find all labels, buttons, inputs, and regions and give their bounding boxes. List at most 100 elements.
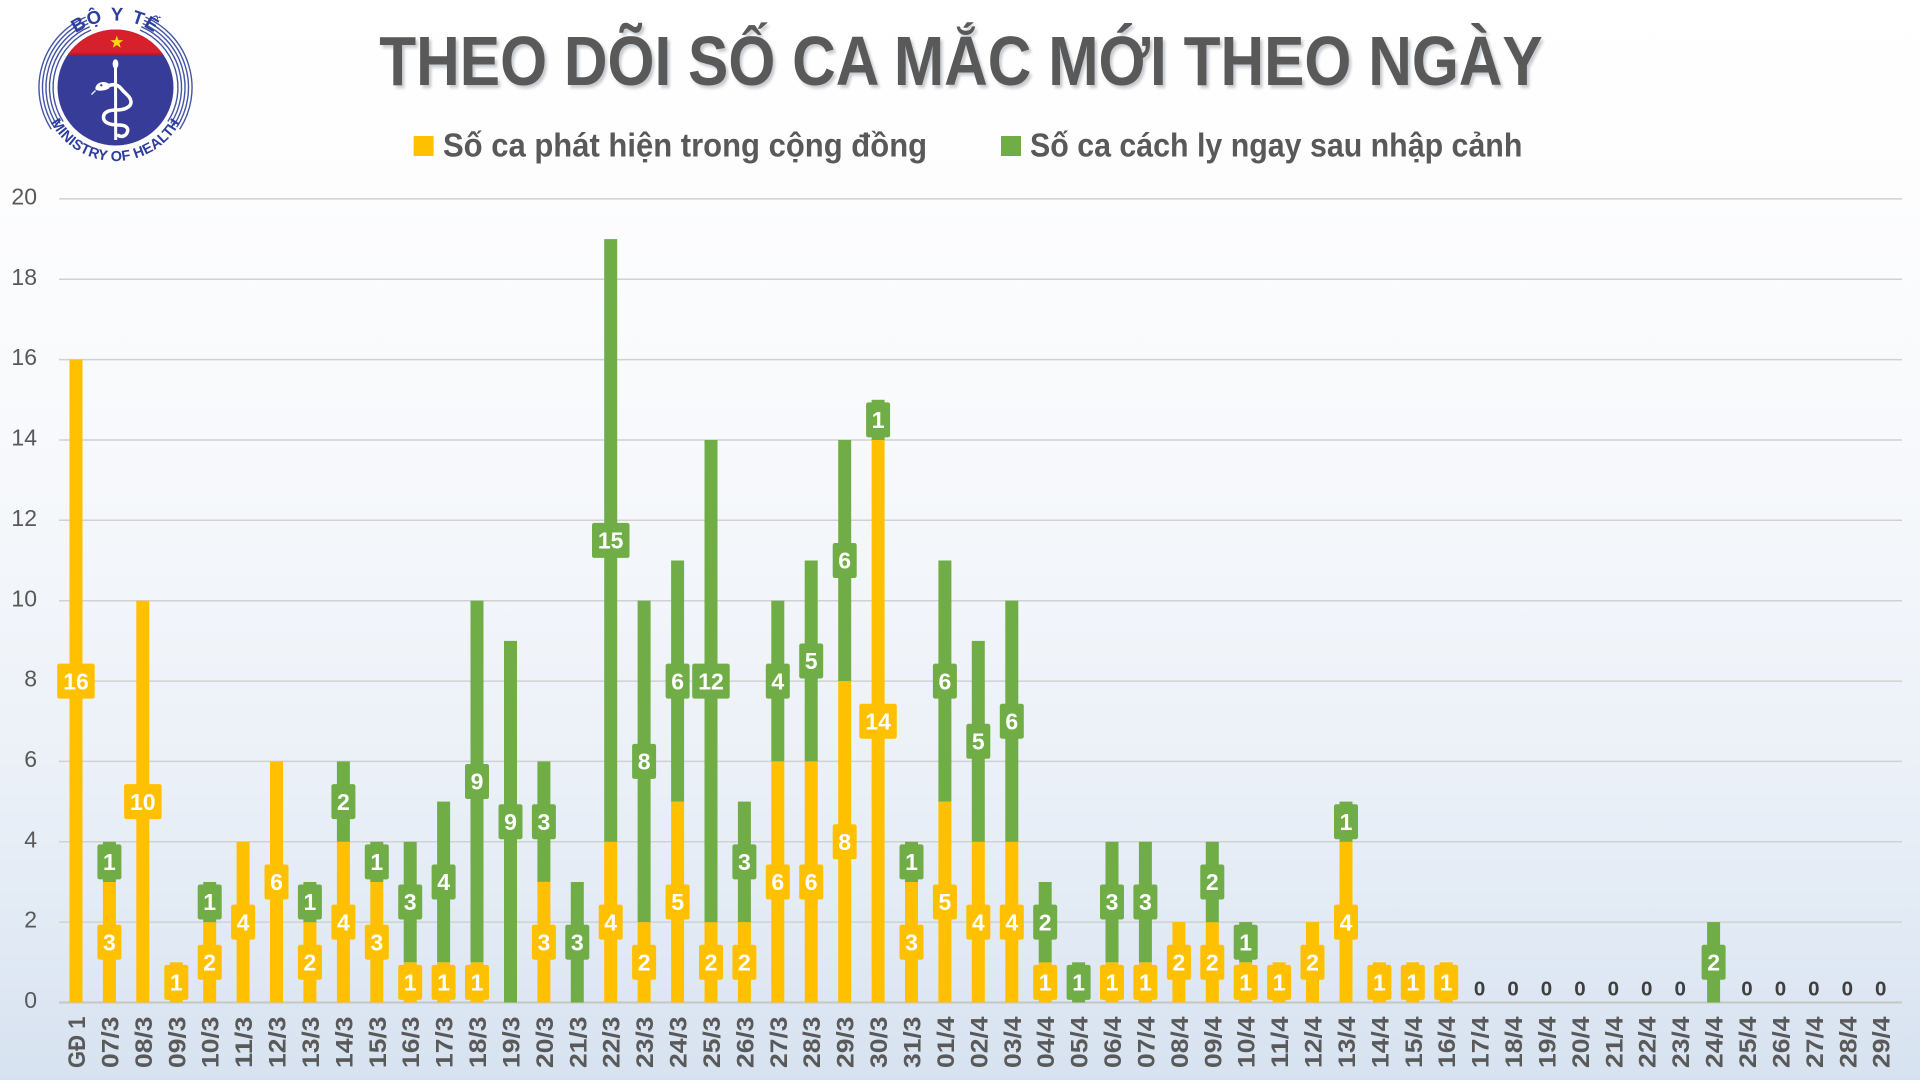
svg-text:18: 18 — [11, 264, 37, 290]
svg-text:10: 10 — [130, 789, 156, 815]
svg-text:19/4: 19/4 — [1535, 1016, 1562, 1068]
svg-text:2: 2 — [1173, 950, 1186, 976]
svg-text:1: 1 — [370, 849, 383, 875]
svg-text:2: 2 — [638, 950, 651, 976]
svg-text:9: 9 — [504, 809, 517, 835]
svg-text:22/3: 22/3 — [599, 1017, 626, 1069]
svg-text:2: 2 — [304, 950, 317, 976]
svg-text:GĐ 1: GĐ 1 — [64, 1017, 91, 1069]
svg-text:29/4: 29/4 — [1869, 1016, 1896, 1068]
svg-text:21/3: 21/3 — [565, 1017, 592, 1069]
svg-text:Số ca cách ly ngay sau nhập cả: Số ca cách ly ngay sau nhập cảnh — [1030, 126, 1522, 163]
svg-text:0: 0 — [1641, 978, 1652, 1001]
svg-text:1: 1 — [404, 970, 417, 996]
svg-text:1: 1 — [872, 407, 885, 433]
svg-text:16: 16 — [11, 344, 37, 370]
svg-text:2: 2 — [1039, 909, 1052, 935]
svg-text:6: 6 — [805, 869, 818, 895]
svg-text:16: 16 — [63, 668, 89, 694]
svg-text:0: 0 — [1741, 978, 1752, 1001]
svg-text:0: 0 — [1875, 978, 1886, 1001]
svg-text:8: 8 — [24, 666, 37, 692]
svg-text:13/4: 13/4 — [1334, 1016, 1361, 1068]
svg-text:0: 0 — [1474, 978, 1485, 1001]
svg-text:16/3: 16/3 — [398, 1017, 425, 1069]
svg-text:3: 3 — [538, 809, 551, 835]
svg-text:11/4: 11/4 — [1267, 1016, 1294, 1068]
svg-text:3: 3 — [103, 929, 116, 955]
svg-text:6: 6 — [24, 746, 37, 772]
svg-text:2: 2 — [1206, 950, 1219, 976]
svg-text:04/4: 04/4 — [1033, 1016, 1060, 1068]
svg-text:1: 1 — [905, 849, 918, 875]
svg-text:1: 1 — [1106, 970, 1119, 996]
svg-text:03/4: 03/4 — [1000, 1016, 1027, 1068]
svg-text:4: 4 — [1340, 909, 1353, 935]
svg-text:3: 3 — [571, 929, 584, 955]
svg-text:3: 3 — [1106, 889, 1119, 915]
svg-text:6: 6 — [838, 548, 851, 574]
svg-text:1: 1 — [1239, 929, 1252, 955]
svg-text:2: 2 — [1206, 869, 1219, 895]
svg-text:17/3: 17/3 — [432, 1017, 459, 1069]
svg-text:1: 1 — [1239, 970, 1252, 996]
svg-text:3: 3 — [404, 889, 417, 915]
svg-text:4: 4 — [972, 909, 985, 935]
svg-text:27/3: 27/3 — [766, 1017, 793, 1069]
svg-text:13/3: 13/3 — [298, 1017, 325, 1069]
svg-text:2: 2 — [1306, 950, 1319, 976]
svg-text:4: 4 — [24, 826, 37, 852]
svg-text:15/4: 15/4 — [1401, 1016, 1428, 1068]
svg-text:4: 4 — [437, 869, 450, 895]
svg-text:1: 1 — [1373, 970, 1386, 996]
svg-text:THEO DÕI SỐ CA MẮC MỚI THEO NG: THEO DÕI SỐ CA MẮC MỚI THEO NGÀY — [379, 22, 1542, 100]
svg-text:2: 2 — [705, 950, 718, 976]
svg-text:24/3: 24/3 — [666, 1017, 693, 1069]
svg-text:2: 2 — [24, 907, 37, 933]
svg-text:9: 9 — [471, 769, 484, 795]
svg-text:1: 1 — [1139, 970, 1152, 996]
svg-text:3: 3 — [370, 929, 383, 955]
svg-text:0: 0 — [1775, 978, 1786, 1001]
svg-text:0: 0 — [1574, 978, 1585, 1001]
svg-text:6: 6 — [270, 869, 283, 895]
svg-text:8: 8 — [638, 749, 651, 775]
svg-text:4: 4 — [771, 668, 784, 694]
svg-text:20/4: 20/4 — [1568, 1016, 1595, 1068]
svg-text:1: 1 — [203, 889, 216, 915]
svg-text:3: 3 — [738, 849, 751, 875]
svg-text:0: 0 — [1842, 978, 1853, 1001]
svg-text:08/3: 08/3 — [131, 1017, 158, 1069]
svg-text:29/3: 29/3 — [833, 1017, 860, 1069]
svg-text:0: 0 — [1507, 978, 1518, 1001]
svg-text:1: 1 — [1039, 970, 1052, 996]
svg-text:08/4: 08/4 — [1167, 1016, 1194, 1068]
svg-text:06/4: 06/4 — [1100, 1016, 1127, 1068]
svg-text:6: 6 — [939, 668, 952, 694]
svg-text:12/4: 12/4 — [1301, 1016, 1328, 1068]
svg-text:17/4: 17/4 — [1468, 1016, 1495, 1068]
svg-text:22/4: 22/4 — [1635, 1016, 1662, 1068]
svg-text:18/4: 18/4 — [1501, 1016, 1528, 1068]
svg-text:1: 1 — [103, 849, 116, 875]
svg-text:10: 10 — [11, 585, 37, 611]
svg-text:1: 1 — [437, 970, 450, 996]
svg-text:20/3: 20/3 — [532, 1017, 559, 1069]
svg-text:5: 5 — [939, 889, 952, 915]
svg-text:14/4: 14/4 — [1367, 1016, 1394, 1068]
svg-text:1: 1 — [1406, 970, 1419, 996]
svg-text:12/3: 12/3 — [265, 1017, 292, 1069]
svg-text:20: 20 — [11, 184, 37, 210]
svg-text:18/3: 18/3 — [465, 1017, 492, 1069]
svg-text:1: 1 — [1440, 970, 1453, 996]
svg-text:26/3: 26/3 — [732, 1017, 759, 1069]
svg-text:4: 4 — [604, 909, 617, 935]
svg-text:2: 2 — [203, 950, 216, 976]
svg-text:0: 0 — [1541, 978, 1552, 1001]
svg-text:1: 1 — [1340, 809, 1353, 835]
svg-text:25/4: 25/4 — [1735, 1016, 1762, 1068]
svg-text:09/4: 09/4 — [1200, 1016, 1227, 1068]
svg-text:23/3: 23/3 — [632, 1017, 659, 1069]
svg-text:07/4: 07/4 — [1133, 1016, 1160, 1068]
svg-text:2: 2 — [337, 789, 350, 815]
